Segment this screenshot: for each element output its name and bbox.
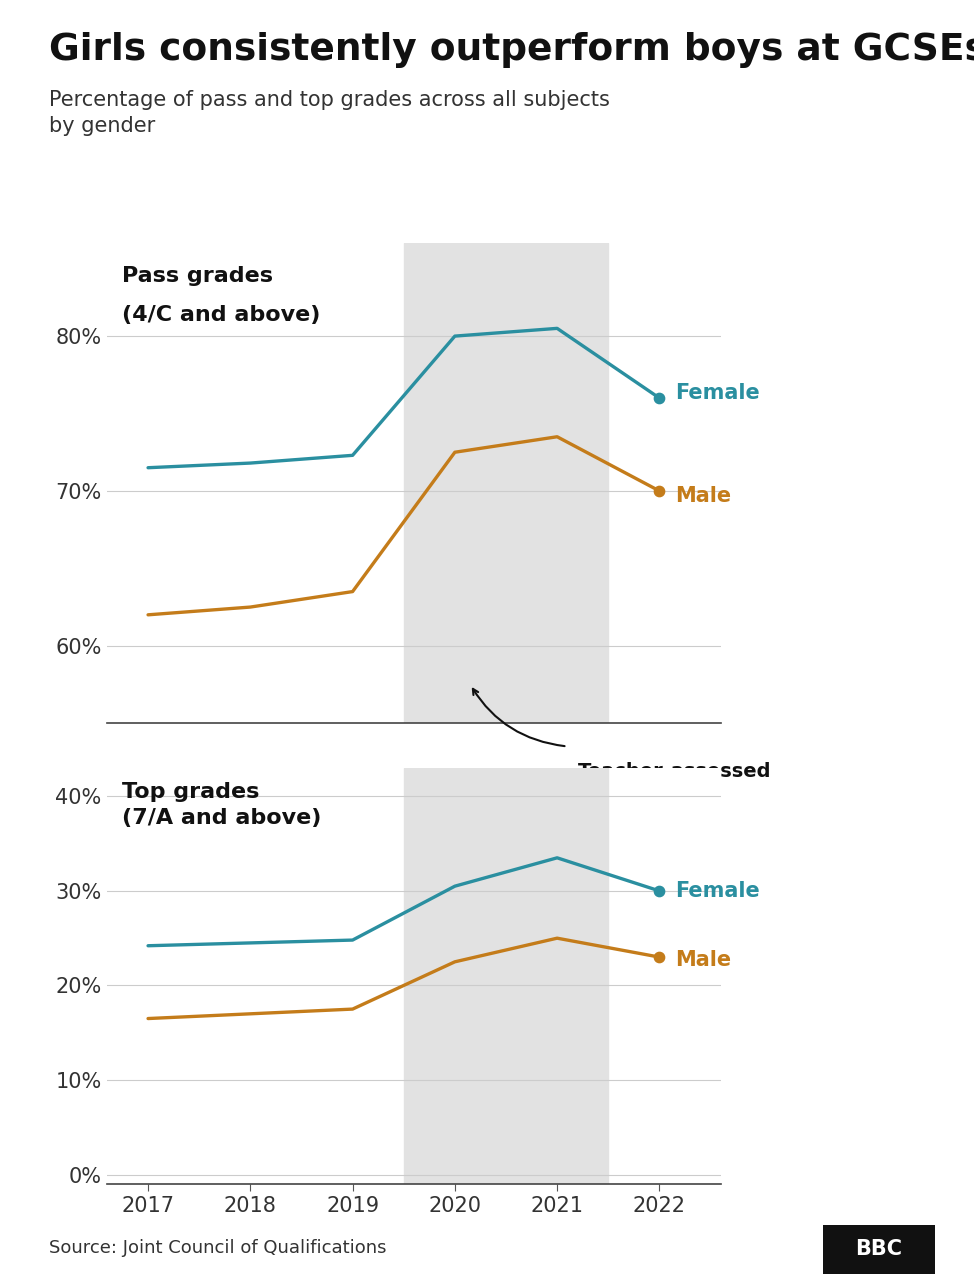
Point [652, 881, 667, 901]
Text: Girls consistently outperform boys at GCSEs: Girls consistently outperform boys at GC… [49, 32, 974, 68]
Text: Source: Joint Council of Qualifications: Source: Joint Council of Qualifications [49, 1239, 387, 1257]
Text: Male: Male [675, 485, 730, 506]
Bar [404, 768, 609, 1184]
Point [652, 388, 667, 408]
Text: Teacher-assessed
grades: Teacher-assessed grades [578, 762, 771, 808]
Text: Percentage of pass and top grades across all subjects
by gender: Percentage of pass and top grades across… [49, 90, 610, 136]
Text: Top grades: Top grades [123, 782, 260, 803]
Point [652, 481, 667, 502]
Text: Pass grades: Pass grades [123, 266, 274, 287]
Text: (7/A and above): (7/A and above) [123, 808, 321, 828]
Text: BBC: BBC [855, 1239, 903, 1260]
Bar [404, 243, 609, 723]
Text: Male: Male [675, 950, 730, 970]
Text: Female: Female [675, 384, 760, 403]
Point [652, 947, 667, 968]
Text: Female: Female [675, 881, 760, 901]
Text: (4/C and above): (4/C and above) [123, 305, 320, 325]
